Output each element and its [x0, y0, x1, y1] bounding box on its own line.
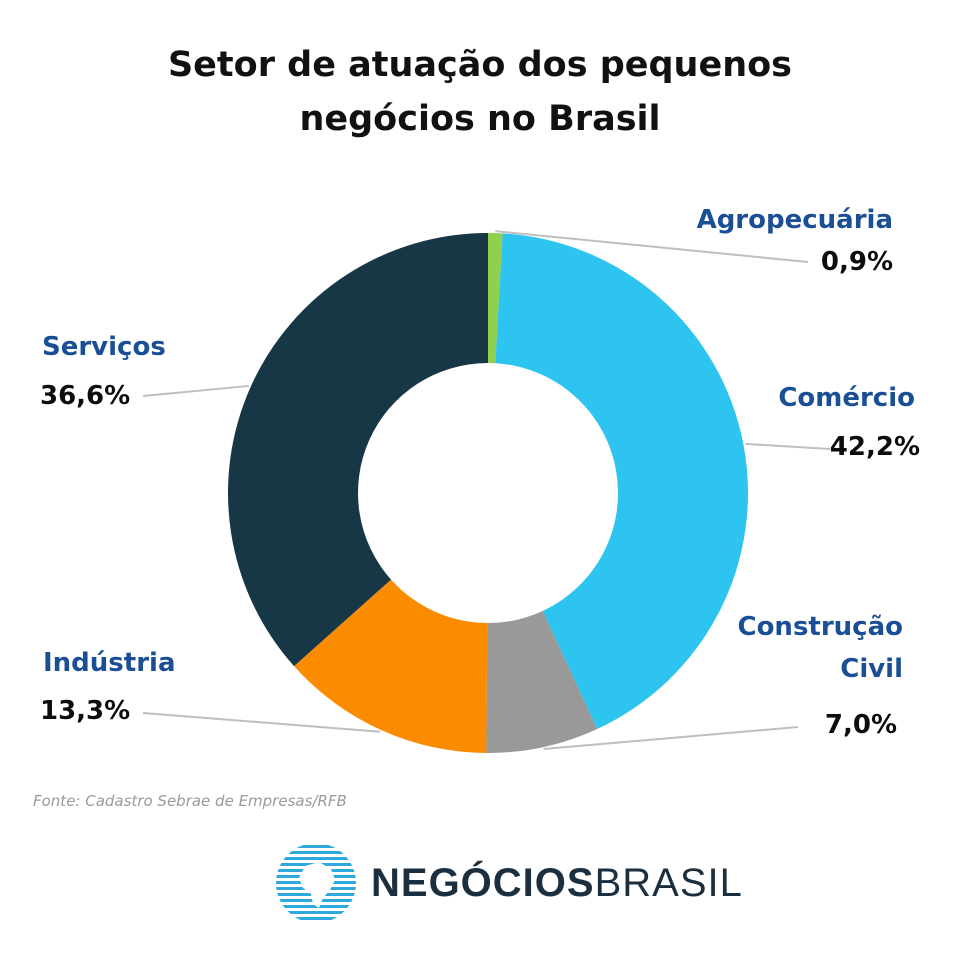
slice-construcao-civil — [486, 610, 598, 753]
slice-servicos — [227, 233, 488, 667]
slice-agropecuaria — [488, 233, 503, 364]
slice-label-industria: Indústria — [43, 648, 176, 678]
slice-value-comercio: 42,2% — [830, 432, 920, 462]
chart-title-line1: Setor de atuação dos pequenos — [167, 45, 793, 85]
leader-line-industria — [142, 712, 381, 733]
slice-value-agropecuaria: 0,9% — [821, 247, 893, 277]
slice-value-industria: 13,3% — [40, 696, 130, 726]
slice-value-construcao-civil: 7,0% — [825, 710, 897, 740]
source-note: Fonte: Cadastro Sebrae de Empresas/RFB — [33, 792, 347, 810]
slice-label-comercio: Comércio — [778, 383, 915, 413]
slice-label-agropecuaria: Agropecuária — [697, 205, 893, 235]
leader-line-servicos — [142, 384, 249, 397]
brand-logo: NEGÓCIOSBRASIL — [275, 838, 743, 928]
chart-title: Setor de atuação dos pequenos negócios n… — [0, 38, 960, 146]
globe-stripes-icon — [276, 843, 356, 923]
slice-label-construcao-civil: Construção Civil — [737, 612, 903, 684]
leader-line-comercio — [745, 442, 831, 450]
slice-comercio — [495, 233, 748, 729]
slice-value-servicos: 36,6% — [40, 381, 130, 411]
brand-name-part2: BRASIL — [594, 860, 743, 905]
slice-label-servicos: Serviços — [42, 332, 166, 362]
leader-line-agropecuaria — [495, 230, 809, 263]
slice-industria — [294, 579, 488, 753]
leader-line-construcao-civil — [543, 726, 799, 751]
chart-title-line2: negócios no Brasil — [299, 99, 661, 139]
brand-name: NEGÓCIOSBRASIL — [371, 861, 743, 906]
brand-name-part1: NEGÓCIOS — [371, 860, 595, 905]
